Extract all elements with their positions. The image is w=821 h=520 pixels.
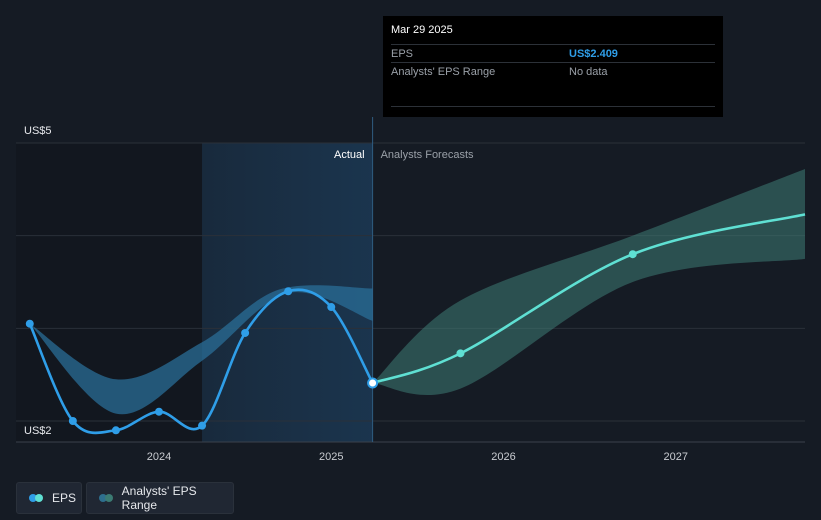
- tooltip-range-value: No data: [569, 65, 608, 78]
- eps-current-point: [367, 377, 379, 389]
- actual-eps-range-band: [29, 285, 373, 415]
- forecast-section-label: Analysts Forecasts: [381, 149, 474, 161]
- forecast-eps-range-band: [372, 168, 805, 395]
- y-axis-bottom-label: US$2: [24, 425, 52, 437]
- legend-eps-button[interactable]: EPS: [16, 482, 82, 514]
- tooltip-date: Mar 29 2025: [391, 24, 453, 36]
- tooltip-range-label: Analysts' EPS Range: [391, 65, 496, 78]
- x-tick-label: 2026: [491, 451, 515, 463]
- eps-actual-point: [241, 328, 250, 337]
- y-axis-top-label: US$5: [24, 125, 52, 137]
- eps-actual-point: [284, 287, 293, 296]
- eps-actual-point: [154, 407, 163, 416]
- legend-range-button[interactable]: Analysts' EPS Range: [86, 482, 234, 514]
- x-tick-label: 2027: [664, 451, 688, 463]
- eps-range-bands: [29, 168, 805, 415]
- eps-forecast-point: [456, 349, 465, 358]
- eps-forecast-line: [372, 213, 806, 385]
- tooltip-eps-label: EPS: [391, 47, 414, 60]
- eps-actual-point: [111, 426, 120, 435]
- tooltip-eps-value: US$2.409: [569, 47, 618, 60]
- tooltip-row-eps: EPS US$2.409: [391, 44, 715, 62]
- eps-legend-icon: [29, 494, 45, 502]
- eps-actual-point: [198, 421, 207, 430]
- eps-tooltip: Mar 29 2025 EPS US$2.409 Analysts' EPS R…: [383, 16, 723, 117]
- legend-range-label: Analysts' EPS Range: [121, 484, 197, 512]
- range-legend-icon: [99, 494, 115, 502]
- actual-section-label: Actual: [334, 149, 365, 161]
- eps-points: [25, 250, 637, 435]
- tooltip-divider: [391, 106, 715, 107]
- x-tick-label: 2025: [319, 451, 343, 463]
- tooltip-row-range: Analysts' EPS Range No data: [391, 62, 715, 80]
- eps-actual-point: [25, 319, 34, 328]
- grid-lines: [16, 117, 805, 443]
- eps-actual-point: [327, 303, 336, 312]
- eps-actual-point: [68, 417, 77, 425]
- eps-forecast-point: [628, 250, 637, 259]
- x-tick-label: 2024: [147, 451, 171, 463]
- legend-eps-label: EPS: [52, 491, 77, 505]
- axis-labels: US$5 US$2 2024 2025 2026 2027 Actual Analysts F…: [24, 125, 688, 463]
